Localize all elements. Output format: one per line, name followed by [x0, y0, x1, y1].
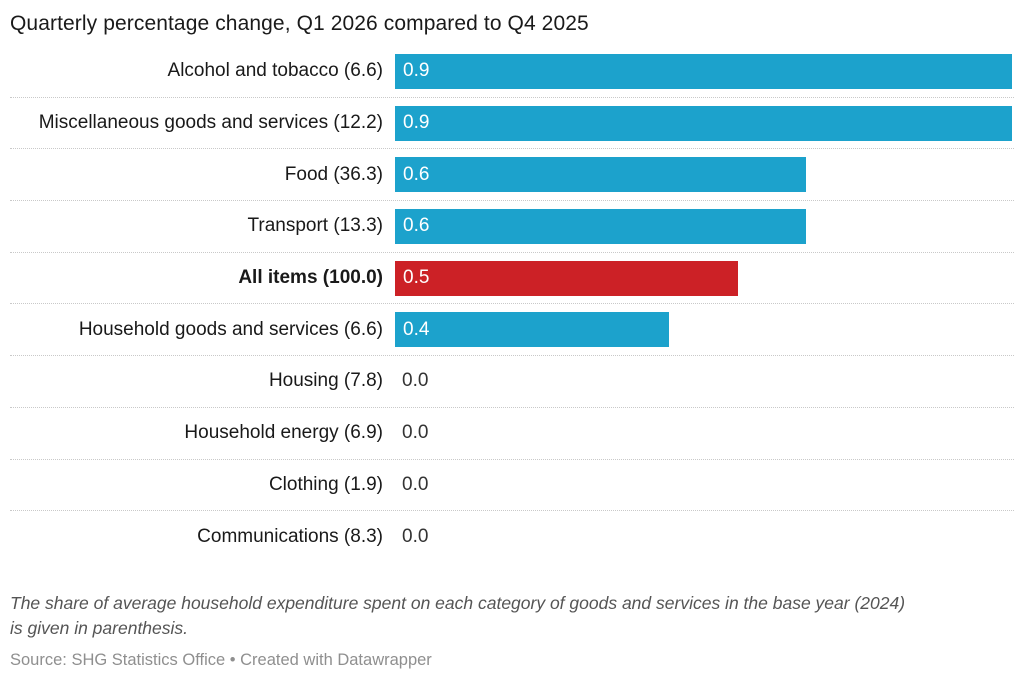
bar-track: 0.0 — [395, 364, 1012, 399]
bar-track: 0.0 — [395, 520, 1012, 555]
bar-track: 0.6 — [395, 208, 1012, 244]
bar: 0.6 — [395, 208, 807, 244]
bar-value-label: 0.0 — [402, 422, 429, 444]
bar-track: 0.6 — [395, 157, 1012, 193]
chart-row: Clothing (1.9) 0.0 — [10, 460, 1014, 512]
bar-value-label: 0.9 — [403, 60, 430, 82]
bar-value-label: 0.0 — [402, 526, 429, 548]
chart-footnote: The share of average household expenditu… — [10, 591, 1014, 642]
chart-row: Communications (8.3) 0.0 — [10, 511, 1014, 563]
bar: 0.5 — [395, 260, 738, 296]
chart-title: Quarterly percentage change, Q1 2026 com… — [10, 12, 589, 35]
bar: 0.6 — [395, 157, 807, 193]
footnote-line-1: The share of average household expenditu… — [10, 592, 906, 613]
category-label: Transport (13.3) — [247, 215, 383, 237]
chart-row: Transport (13.3) 0.6 — [10, 201, 1014, 253]
source-attribution: Source: SHG Statistics Office • Created … — [10, 650, 432, 669]
bar-track: 0.4 — [395, 312, 1012, 348]
bar-chart: Alcohol and tobacco (6.6) 0.9 Miscellaneou… — [10, 46, 1014, 563]
category-label: Household energy (6.9) — [184, 422, 383, 444]
chart-row: Food (36.3) 0.6 — [10, 149, 1014, 202]
bar-track: 0.0 — [395, 416, 1012, 451]
chart-row: Housing (7.8) 0.0 — [10, 356, 1014, 408]
bar: 0.4 — [395, 312, 670, 348]
chart-row: Household goods and services (6.6) 0.4 — [10, 304, 1014, 357]
bar-value-label: 0.0 — [402, 473, 429, 495]
category-label: Household goods and services (6.6) — [78, 318, 383, 340]
category-label: All items (100.0) — [238, 267, 383, 289]
chart-row: Alcohol and tobacco (6.6) 0.9 — [10, 46, 1014, 98]
bar-track: 0.5 — [395, 260, 1012, 296]
bar: 0.9 — [395, 53, 1012, 89]
footnote-line-2: is given in parenthesis. — [10, 618, 189, 639]
bar: 0.9 — [395, 105, 1012, 141]
bar-value-label: 0.6 — [403, 163, 430, 185]
chart-row: Miscellaneous goods and services (12.2) 0… — [10, 98, 1014, 150]
category-label: Clothing (1.9) — [268, 473, 383, 495]
bar-track: 0.9 — [395, 105, 1012, 141]
category-label: Communications (8.3) — [197, 526, 383, 548]
category-label: Miscellaneous goods and services (12.2) — [38, 112, 383, 134]
bar-value-label: 0.6 — [403, 215, 430, 237]
bar-value-label: 0.9 — [403, 112, 430, 134]
category-label: Alcohol and tobacco (6.6) — [167, 60, 383, 82]
chart-row: All items (100.0) 0.5 — [10, 253, 1014, 305]
bar-track: 0.0 — [395, 467, 1012, 502]
bar-track: 0.9 — [395, 53, 1012, 89]
category-label: Food (36.3) — [284, 163, 383, 185]
category-label: Housing (7.8) — [268, 370, 383, 392]
bar-value-label: 0.5 — [403, 267, 430, 289]
bar-value-label: 0.4 — [403, 318, 430, 340]
chart-row: Household energy (6.9) 0.0 — [10, 408, 1014, 460]
bar-value-label: 0.0 — [402, 370, 429, 392]
